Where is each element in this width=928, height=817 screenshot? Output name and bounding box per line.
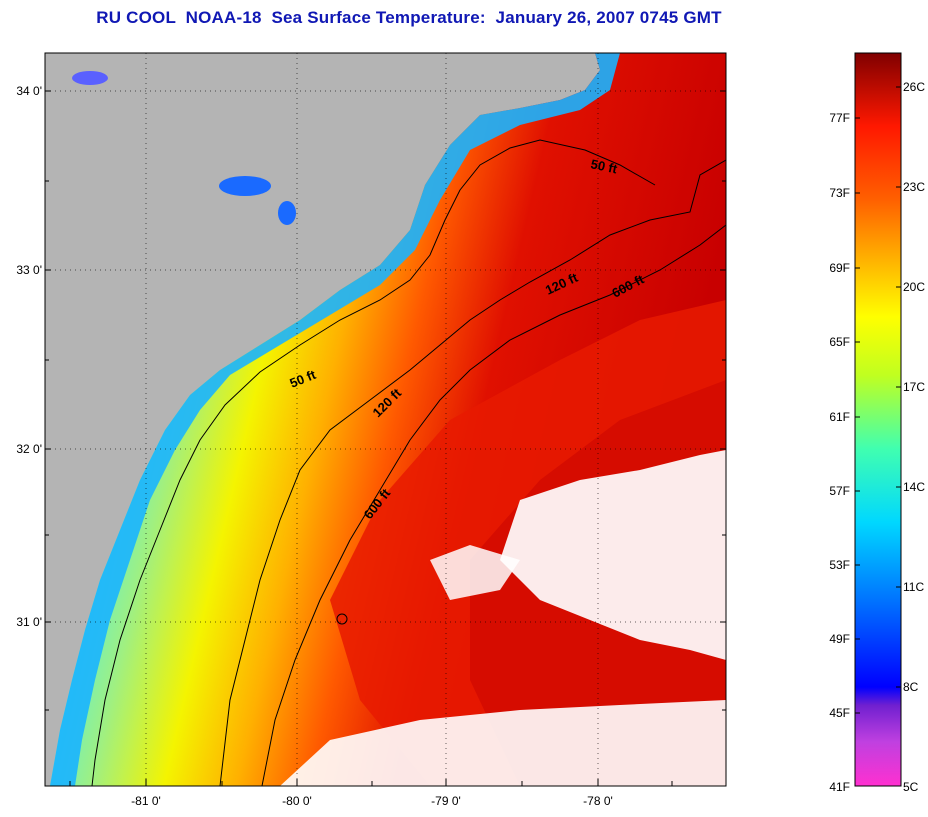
map-plot-area: 50 ft 50 ft 120 ft 120 ft 600 ft 600 ft [45, 53, 726, 786]
lat-ticks [45, 90, 726, 711]
cloud-mask-south [280, 700, 726, 786]
lon-label-80: -80 0' [282, 794, 312, 808]
land-area [45, 53, 600, 786]
cloud-mask-mid [430, 545, 520, 600]
map-frame [44, 52, 727, 787]
lake-marion [219, 176, 271, 196]
buoy-marker [336, 613, 348, 625]
lon-ticks [69, 779, 673, 786]
contour-120ft [219, 159, 726, 786]
contour-600ft [261, 224, 726, 786]
lake-small [72, 71, 108, 85]
map-title: RU COOL NOAA-18 Sea Surface Temperature:… [96, 8, 722, 27]
lake-moultrie [278, 201, 296, 225]
contour-50ft [91, 139, 656, 786]
lat-label-31: 31 0' [16, 615, 42, 629]
lat-label-33: 33 0' [16, 263, 42, 277]
graticule [45, 53, 726, 786]
lon-label-78: -78 0' [583, 794, 613, 808]
lon-label-81: -81 0' [131, 794, 161, 808]
cloud-mask-east [500, 450, 726, 660]
lat-label-32: 32 0' [16, 442, 42, 456]
contour-label-50ft-north: 50 ft [589, 156, 619, 176]
lat-label-34: 34 0' [16, 84, 42, 98]
lon-label-79: -79 0' [431, 794, 461, 808]
